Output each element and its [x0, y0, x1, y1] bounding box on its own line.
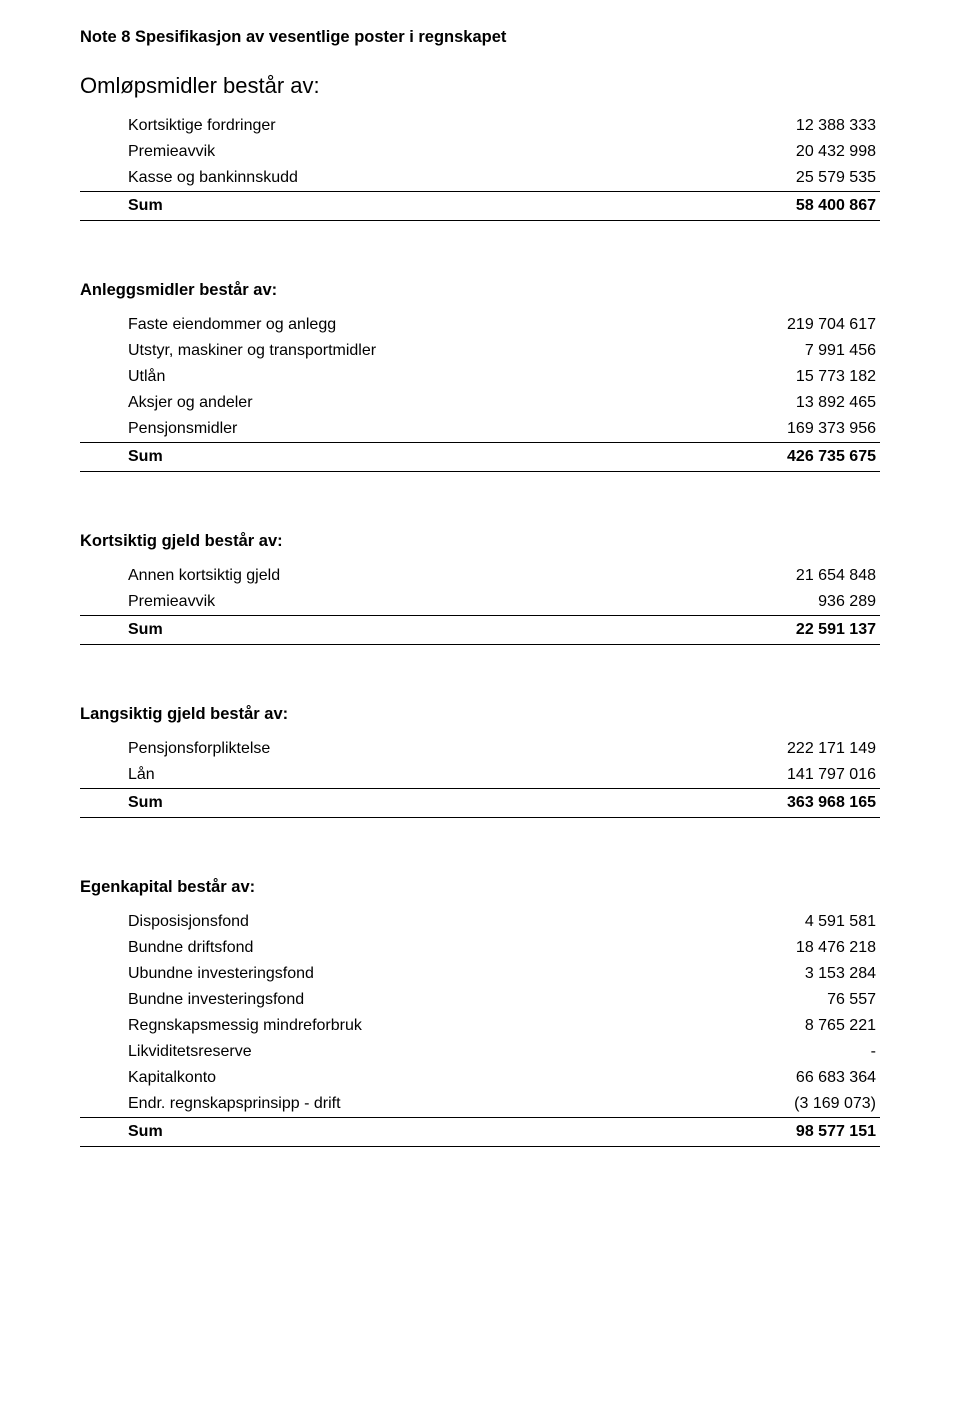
row-label: Kasse og bankinnskudd	[80, 165, 657, 192]
table-row: Pensjonsmidler169 373 956	[80, 416, 880, 443]
sum-label: Sum	[80, 616, 643, 645]
section2-heading: Anleggsmidler består av:	[80, 281, 880, 300]
row-label: Bundne driftsfond	[80, 935, 693, 961]
table-row: Endr. regnskapsprinsipp - drift(3 169 07…	[80, 1091, 880, 1118]
note-title: Note 8 Spesifikasjon av vesentlige poste…	[80, 28, 880, 47]
row-value: 222 171 149	[617, 736, 880, 762]
row-value: 219 704 617	[689, 312, 880, 338]
row-label: Pensjonsforpliktelse	[80, 736, 617, 762]
section5-table: Disposisjonsfond4 591 581 Bundne driftsf…	[80, 909, 880, 1147]
row-label: Faste eiendommer og anlegg	[80, 312, 689, 338]
sum-value: 22 591 137	[643, 616, 880, 645]
sum-label: Sum	[80, 789, 617, 818]
row-value: 20 432 998	[657, 139, 880, 165]
row-value: 3 153 284	[693, 961, 880, 987]
sum-row: Sum363 968 165	[80, 789, 880, 818]
sum-label: Sum	[80, 1118, 693, 1147]
table-row: Utlån15 773 182	[80, 364, 880, 390]
table-row: Utstyr, maskiner og transportmidler7 991…	[80, 338, 880, 364]
row-value: 66 683 364	[693, 1065, 880, 1091]
table-row: Annen kortsiktig gjeld21 654 848	[80, 563, 880, 589]
section4-table: Pensjonsforpliktelse222 171 149 Lån141 7…	[80, 736, 880, 818]
sum-value: 363 968 165	[617, 789, 880, 818]
row-label: Premieavvik	[80, 589, 643, 616]
section4-heading: Langsiktig gjeld består av:	[80, 705, 880, 724]
sum-row: Sum22 591 137	[80, 616, 880, 645]
row-label: Ubundne investeringsfond	[80, 961, 693, 987]
sum-value: 98 577 151	[693, 1118, 880, 1147]
table-row: Regnskapsmessig mindreforbruk8 765 221	[80, 1013, 880, 1039]
table-row: Kasse og bankinnskudd25 579 535	[80, 165, 880, 192]
table-row: Pensjonsforpliktelse222 171 149	[80, 736, 880, 762]
table-row: Likviditetsreserve-	[80, 1039, 880, 1065]
row-label: Pensjonsmidler	[80, 416, 689, 443]
row-value: 13 892 465	[689, 390, 880, 416]
sum-row: Sum426 735 675	[80, 443, 880, 472]
table-row: Bundne driftsfond18 476 218	[80, 935, 880, 961]
row-label: Lån	[80, 762, 617, 789]
sum-row: Sum98 577 151	[80, 1118, 880, 1147]
row-label: Regnskapsmessig mindreforbruk	[80, 1013, 693, 1039]
row-label: Utlån	[80, 364, 689, 390]
row-value: 12 388 333	[657, 113, 880, 139]
sum-value: 426 735 675	[689, 443, 880, 472]
row-value: -	[693, 1039, 880, 1065]
row-value: 169 373 956	[689, 416, 880, 443]
row-value: 18 476 218	[693, 935, 880, 961]
row-label: Annen kortsiktig gjeld	[80, 563, 643, 589]
row-value: (3 169 073)	[693, 1091, 880, 1118]
row-label: Utstyr, maskiner og transportmidler	[80, 338, 689, 364]
section1-table: Kortsiktige fordringer12 388 333 Premiea…	[80, 113, 880, 221]
table-row: Bundne investeringsfond76 557	[80, 987, 880, 1013]
row-value: 4 591 581	[693, 909, 880, 935]
table-row: Disposisjonsfond4 591 581	[80, 909, 880, 935]
row-value: 21 654 848	[643, 563, 880, 589]
row-label: Kapitalkonto	[80, 1065, 693, 1091]
table-row: Premieavvik20 432 998	[80, 139, 880, 165]
table-row: Kapitalkonto66 683 364	[80, 1065, 880, 1091]
row-value: 15 773 182	[689, 364, 880, 390]
sum-label: Sum	[80, 443, 689, 472]
table-row: Lån141 797 016	[80, 762, 880, 789]
section1-heading: Omløpsmidler består av:	[80, 73, 880, 99]
table-row: Kortsiktige fordringer12 388 333	[80, 113, 880, 139]
table-row: Ubundne investeringsfond3 153 284	[80, 961, 880, 987]
sum-row: Sum58 400 867	[80, 192, 880, 221]
row-label: Disposisjonsfond	[80, 909, 693, 935]
table-row: Faste eiendommer og anlegg219 704 617	[80, 312, 880, 338]
sum-value: 58 400 867	[657, 192, 880, 221]
row-value: 7 991 456	[689, 338, 880, 364]
row-value: 141 797 016	[617, 762, 880, 789]
row-value: 8 765 221	[693, 1013, 880, 1039]
row-value: 76 557	[693, 987, 880, 1013]
row-value: 936 289	[643, 589, 880, 616]
row-label: Kortsiktige fordringer	[80, 113, 657, 139]
section2-table: Faste eiendommer og anlegg219 704 617 Ut…	[80, 312, 880, 472]
row-label: Endr. regnskapsprinsipp - drift	[80, 1091, 693, 1118]
row-label: Premieavvik	[80, 139, 657, 165]
row-label: Bundne investeringsfond	[80, 987, 693, 1013]
section3-heading: Kortsiktig gjeld består av:	[80, 532, 880, 551]
table-row: Premieavvik936 289	[80, 589, 880, 616]
section5-heading: Egenkapital består av:	[80, 878, 880, 897]
sum-label: Sum	[80, 192, 657, 221]
row-label: Aksjer og andeler	[80, 390, 689, 416]
table-row: Aksjer og andeler13 892 465	[80, 390, 880, 416]
row-label: Likviditetsreserve	[80, 1039, 693, 1065]
section3-table: Annen kortsiktig gjeld21 654 848 Premiea…	[80, 563, 880, 645]
row-value: 25 579 535	[657, 165, 880, 192]
